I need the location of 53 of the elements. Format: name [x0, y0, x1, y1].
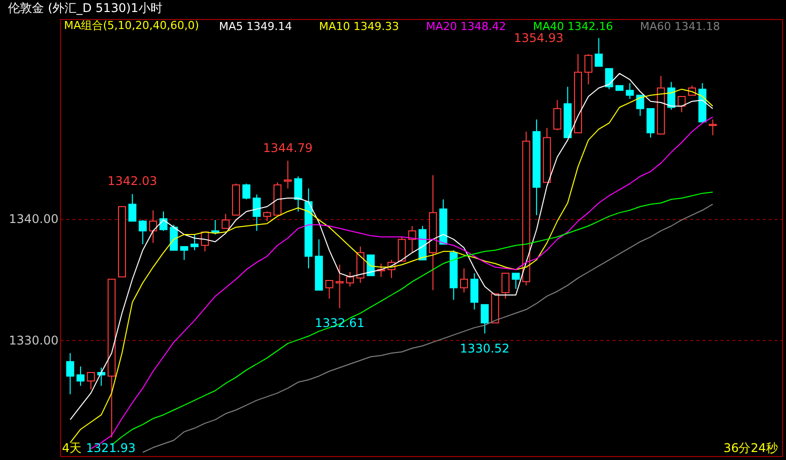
candlestick	[408, 226, 416, 254]
text: MA20 1348.42	[426, 20, 506, 33]
candlestick	[325, 280, 334, 300]
candlestick	[336, 264, 344, 309]
candlestick	[470, 272, 478, 310]
candlestick	[138, 219, 147, 245]
candlestick	[149, 210, 158, 244]
candlestick	[222, 213, 230, 229]
candlestick	[66, 352, 74, 395]
candlestick	[678, 96, 686, 113]
annotation: 1342.03	[108, 174, 158, 188]
candlestick	[263, 210, 272, 222]
text: MA10 1349.33	[319, 20, 399, 33]
annotation: 1344.79	[263, 140, 313, 155]
candlestick	[398, 236, 406, 262]
candlestick	[211, 219, 220, 235]
candlestick	[605, 68, 614, 90]
candlestick	[512, 272, 520, 290]
y-tick-label: 1330.00	[8, 333, 58, 348]
chart-title: 伦敦金 (外汇_D 5130)1小时	[8, 1, 162, 15]
candlestick	[97, 367, 106, 386]
candlestick	[86, 372, 95, 390]
candlestick	[594, 38, 603, 67]
text: MA60 1341.18	[640, 20, 720, 33]
candlestick	[708, 118, 717, 136]
y-tick-label: 1340.00	[8, 212, 58, 226]
candlestick	[128, 194, 136, 222]
text: 36分24秒	[723, 441, 778, 455]
candlestick	[636, 94, 644, 116]
candlestick	[626, 82, 634, 100]
annotation: 1354.93	[514, 31, 564, 46]
candlestick	[180, 246, 188, 260]
candlestick	[242, 183, 250, 200]
candlestick	[346, 272, 354, 288]
candlestick	[553, 100, 562, 131]
candlestick	[584, 54, 592, 85]
candlestick	[76, 366, 85, 386]
annotation: 1330.52	[460, 341, 510, 356]
candlestick	[252, 194, 261, 232]
text: MA5 1349.14	[219, 20, 292, 33]
legend-title: MA组合(5,10,20,40,60,0)	[64, 19, 200, 32]
candlestick	[294, 176, 302, 212]
candlestick	[170, 224, 178, 251]
text: MA40 1342.16	[533, 20, 613, 33]
candlestick	[284, 160, 292, 189]
candlestick	[460, 268, 468, 294]
candlestick	[501, 272, 510, 300]
candlestick	[667, 81, 676, 110]
candlestick	[480, 304, 489, 334]
annotation: 4天	[62, 441, 82, 455]
annotation: 1321.93	[86, 441, 136, 455]
candlestick	[366, 254, 375, 276]
candlestick	[190, 234, 199, 251]
